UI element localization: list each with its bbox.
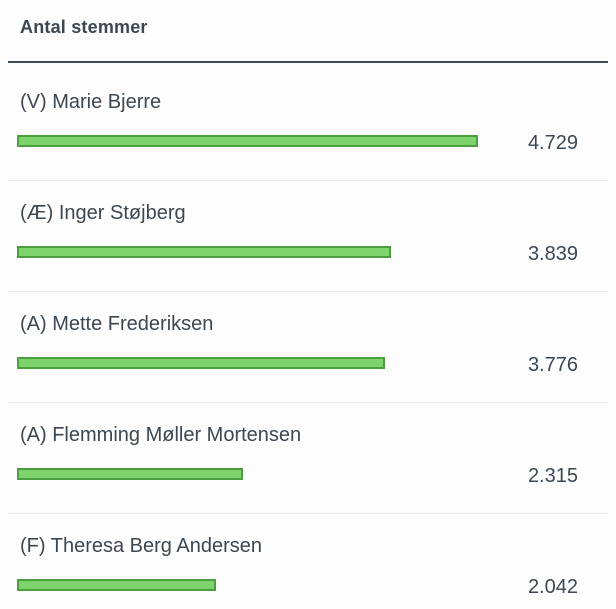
bar-track — [17, 357, 478, 373]
bar-track — [17, 579, 478, 595]
vote-count: 3.839 — [527, 243, 578, 265]
candidate-row: (A) Flemming Møller Mortensen 2.315 — [0, 403, 616, 514]
candidate-row: (F) Theresa Berg Andersen 2.042 — [0, 514, 616, 609]
bar-track — [17, 246, 478, 262]
candidate-name: (F) Theresa Berg Andersen — [20, 535, 262, 557]
bar-track — [17, 468, 478, 484]
bar-line: 2.042 — [17, 577, 578, 597]
candidate-row: (A) Mette Frederiksen 3.776 — [0, 292, 616, 403]
chart-title: Antal stemmer — [20, 17, 148, 37]
vote-bar — [17, 468, 243, 480]
bar-track — [17, 135, 478, 151]
vote-bar — [17, 579, 217, 591]
candidate-name: (Æ) Inger Støjberg — [20, 202, 186, 224]
vote-bar — [17, 357, 386, 369]
vote-bar — [17, 246, 392, 258]
bar-line: 4.729 — [17, 133, 578, 153]
bar-line: 2.315 — [17, 466, 578, 486]
bar-line: 3.839 — [17, 244, 578, 264]
bar-line: 3.776 — [17, 355, 578, 375]
vote-count: 2.042 — [527, 576, 578, 598]
vote-count: 3.776 — [527, 354, 578, 376]
candidate-name: (V) Marie Bjerre — [20, 91, 162, 113]
candidate-row: (V) Marie Bjerre 4.729 — [0, 63, 616, 181]
vote-count: 4.729 — [527, 132, 578, 154]
candidate-name: (A) Flemming Møller Mortensen — [20, 424, 302, 446]
vote-bar — [17, 135, 478, 147]
candidate-row: (Æ) Inger Støjberg 3.839 — [0, 181, 616, 292]
chart-header: Antal stemmer — [0, 0, 616, 38]
vote-count: 2.315 — [527, 465, 578, 487]
title-divider — [8, 61, 608, 63]
candidate-rows: (V) Marie Bjerre 4.729 (Æ) Inger Støjber… — [0, 63, 616, 609]
candidate-name: (A) Mette Frederiksen — [20, 313, 214, 335]
